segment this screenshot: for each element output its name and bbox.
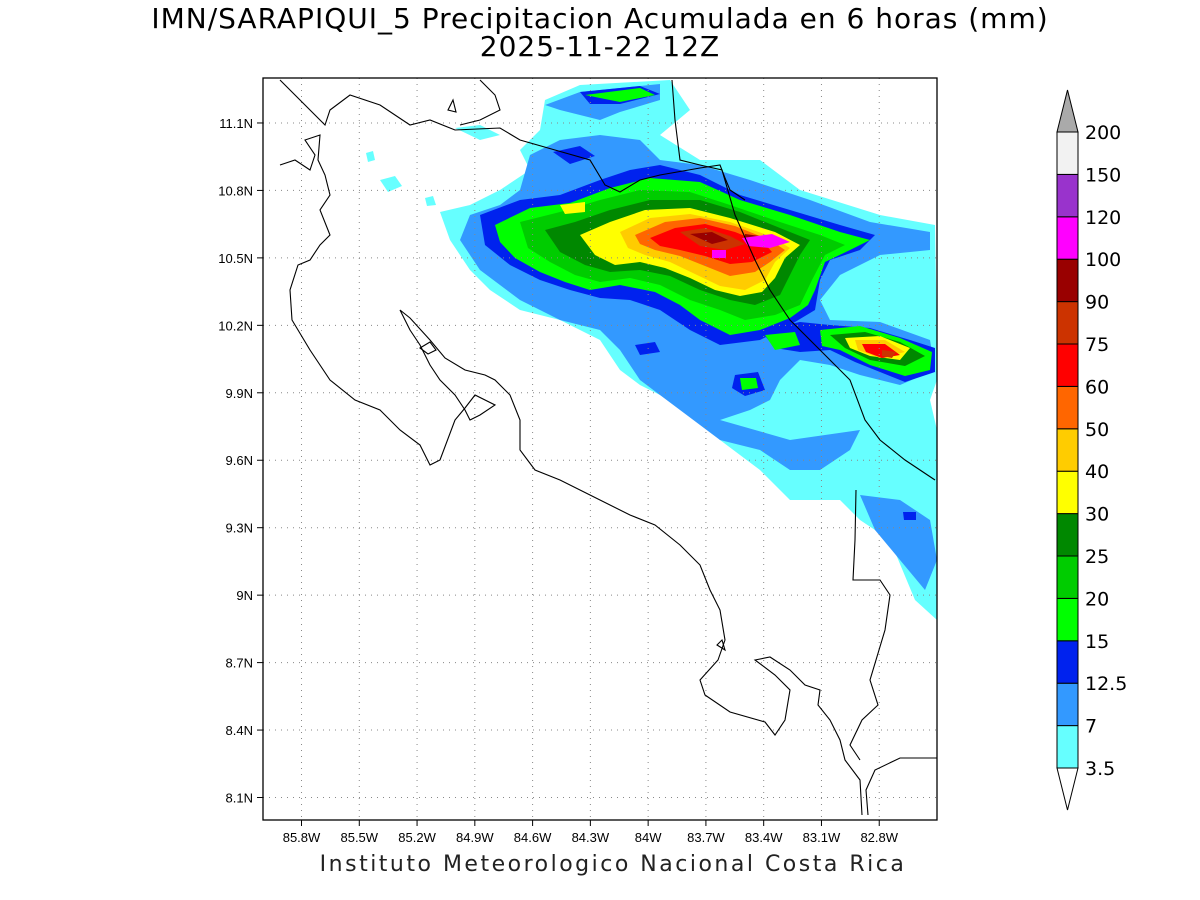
- colorbar-level-label: 3.5: [1085, 758, 1115, 780]
- contour-12-5mm: [903, 512, 916, 520]
- border: [849, 489, 891, 761]
- lon-tick-label: 84.6W: [514, 830, 552, 845]
- lon-tick-label: 83.4W: [745, 830, 783, 845]
- lat-tick-label: 9.3N: [226, 521, 253, 536]
- colorbar-swatch: [1056, 725, 1079, 769]
- contour-90mm: [690, 232, 728, 244]
- colorbar-level-label: 7: [1085, 716, 1097, 738]
- colorbar-swatch: [1056, 470, 1079, 515]
- coastline-layer: [279, 79, 937, 816]
- lat-tick-label: 8.4N: [226, 723, 253, 738]
- lat-tick-label: 10.5N: [218, 251, 253, 266]
- contour-15mm: [765, 332, 800, 350]
- lon-tick-label: 84.9W: [456, 830, 494, 845]
- longitude-axis: 85.8W 85.5W 85.2W 84.9W 84.6W 84.3W 84W 83.7W 83…: [283, 820, 899, 845]
- colorbar-level-label: 150: [1085, 164, 1121, 186]
- colorbar-swatch: [1056, 385, 1079, 430]
- lon-tick-label: 83.7W: [687, 830, 725, 845]
- contour-3-5mm: [425, 196, 436, 206]
- colorbar-level-label: 12.5: [1085, 673, 1127, 695]
- contour-75mm: [882, 350, 896, 358]
- lat-tick-label: 9N: [236, 588, 253, 603]
- colorbar-swatch: [1056, 216, 1079, 260]
- coastline: [459, 79, 501, 126]
- lon-tick-label: 85.2W: [398, 830, 436, 845]
- lat-tick-label: 10.2N: [218, 318, 253, 333]
- colorbar-level-label: 75: [1085, 334, 1109, 356]
- colorbar-level-label: 30: [1085, 504, 1109, 526]
- colorbar-legend: 3.5 7 12.5 15 20 25 30 40 50 60 75 90 100 120 150 200: [1056, 89, 1127, 811]
- precipitation-field: [366, 80, 937, 620]
- map-frame: [262, 77, 938, 821]
- coastline: [279, 134, 863, 816]
- colorbar-level-label: 100: [1085, 249, 1121, 271]
- lon-tick-label: 83.1W: [803, 830, 841, 845]
- map-title-line1: IMN/SARAPIQUI_5 Precipitacion Acumulada …: [151, 2, 1049, 35]
- colorbar-swatch: [1056, 682, 1079, 727]
- colorbar-swatch: [1056, 131, 1079, 175]
- lon-tick-label: 84W: [635, 830, 662, 845]
- colorbar-level-label: 40: [1085, 461, 1109, 483]
- colorbar-bottom-arrow: [1056, 767, 1079, 811]
- lat-tick-label: 11.1N: [219, 116, 253, 131]
- contour-100mm: [742, 234, 790, 248]
- contour-15mm: [585, 88, 655, 102]
- lat-tick-label: 8.1N: [226, 791, 253, 806]
- lat-tick-label: 9.9N: [226, 386, 253, 401]
- contour-3-5mm: [366, 151, 375, 162]
- island: [419, 341, 437, 355]
- map-grid: [263, 78, 937, 820]
- colorbar-level-label: 200: [1085, 122, 1121, 144]
- colorbar-swatch: [1056, 597, 1079, 642]
- coastline: [671, 79, 936, 481]
- map-title-line2: 2025-11-22 12Z: [479, 30, 721, 63]
- lon-tick-label: 85.5W: [340, 830, 378, 845]
- lon-tick-label: 84.3W: [572, 830, 610, 845]
- island: [716, 638, 726, 652]
- colorbar-swatch: [1056, 555, 1079, 599]
- colorbar-level-label: 20: [1085, 588, 1109, 610]
- colorbar-swatch: [1056, 513, 1079, 557]
- contour-3-5mm: [455, 125, 500, 140]
- lon-tick-label: 85.8W: [283, 830, 321, 845]
- colorbar-swatch: [1056, 258, 1079, 303]
- colorbar-level-label: 25: [1085, 546, 1109, 568]
- colorbar-top-arrow: [1056, 89, 1079, 133]
- coastline: [865, 757, 937, 816]
- lat-tick-label: 9.6N: [226, 453, 253, 468]
- footer-credit: Instituto Meteorologico Nacional Costa R…: [319, 852, 907, 877]
- colorbar-swatch: [1056, 640, 1079, 684]
- colorbar-swatch: [1056, 301, 1079, 345]
- contour-12-5mm: [635, 342, 660, 355]
- colorbar-level-label: 120: [1085, 207, 1121, 229]
- lat-tick-label: 10.8N: [218, 183, 253, 198]
- contour-30mm: [560, 202, 585, 214]
- contour-7mm: [860, 495, 937, 590]
- colorbar-swatch: [1056, 173, 1079, 218]
- colorbar-swatch: [1056, 428, 1079, 472]
- contour-3-5mm: [380, 176, 402, 192]
- colorbar-level-label: 50: [1085, 419, 1109, 441]
- latitude-axis: 11.1N 10.8N 10.5N 10.2N 9.9N 9.6N 9.3N 9N 8.7N 8.…: [218, 116, 263, 806]
- contour-15mm: [740, 378, 758, 390]
- colorbar-level-label: 60: [1085, 376, 1109, 398]
- lon-tick-label: 82.8W: [860, 830, 898, 845]
- contour-100mm: [712, 250, 726, 258]
- island: [447, 98, 457, 113]
- colorbar-swatch: [1056, 343, 1079, 387]
- lat-tick-label: 8.7N: [226, 656, 253, 671]
- colorbar-level-label: 15: [1085, 631, 1109, 653]
- coastline: [279, 79, 746, 201]
- colorbar-level-label: 90: [1085, 292, 1109, 314]
